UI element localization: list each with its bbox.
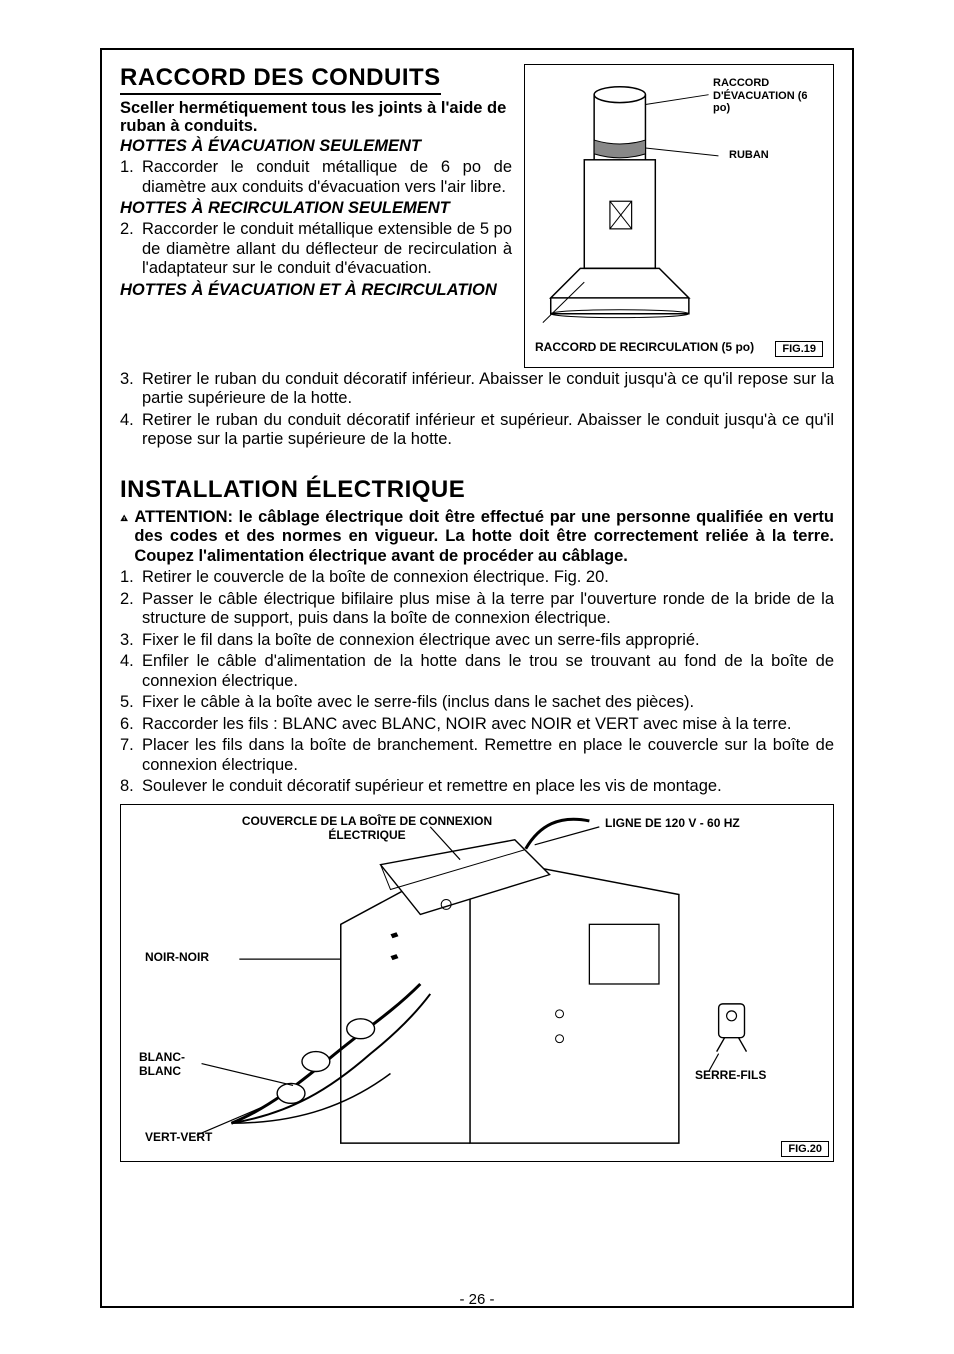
item-number: 2. <box>120 220 142 239</box>
list-item: 3.Fixer le fil dans la boîte de connexio… <box>120 631 834 650</box>
item-number: 4. <box>120 411 142 430</box>
fig19-label-ruban: RUBAN <box>729 149 769 162</box>
list-item: 4.Enfiler le câble d'alimentation de la … <box>120 652 834 691</box>
fig20-label-noir: NOIR-NOIR <box>145 951 209 965</box>
fig19-label-evac: RACCORD D'ÉVACUATION (6 po) <box>713 77 823 115</box>
page-number: - 26 - <box>459 1291 494 1308</box>
item-text: Retirer le ruban du conduit décoratif in… <box>142 411 834 450</box>
list-item: 1.Retirer le couvercle de la boîte de co… <box>120 568 834 587</box>
item-text: Enfiler le câble d'alimentation de la ho… <box>142 652 834 691</box>
list-item: 3. Retirer le ruban du conduit décoratif… <box>120 370 834 409</box>
section1-sub-b: HOTTES À RECIRCULATION SEULEMENT <box>120 199 512 218</box>
fig20-label-clamp: SERRE-FILS <box>695 1069 766 1083</box>
item-text: Raccorder les fils : BLANC avec BLANC, N… <box>142 715 792 734</box>
fig19-label-recirc: RACCORD DE RECIRCULATION (5 po) <box>535 340 754 355</box>
section2-list: 1.Retirer le couvercle de la boîte de co… <box>120 568 834 796</box>
item-number: 1. <box>120 568 142 587</box>
list-item: 2. Raccorder le conduit métallique exten… <box>120 220 512 278</box>
fig20-label-blanc: BLANC-BLANC <box>139 1051 209 1079</box>
item-number: 7. <box>120 736 142 755</box>
item-text: Soulever le conduit décoratif supérieur … <box>142 777 722 796</box>
section1-sub-c: HOTTES À ÉVACUATION ET À RECIRCULATION <box>120 281 512 300</box>
list-item: 2.Passer le câble électrique bifilaire p… <box>120 590 834 629</box>
list-item: 8.Soulever le conduit décoratif supérieu… <box>120 777 834 796</box>
item-text: Retirer le couvercle de la boîte de conn… <box>142 568 609 587</box>
fig19-caption: FIG.19 <box>775 341 823 357</box>
section1-sub-a: HOTTES À ÉVACUATION SEULEMENT <box>120 137 512 156</box>
item-text: Retirer le ruban du conduit décoratif in… <box>142 370 834 409</box>
list-item: 5.Fixer le câble à la boîte avec le serr… <box>120 693 834 712</box>
figure-20: COUVERCLE DE LA BOÎTE DE CONNEXION ÉLECT… <box>120 804 834 1162</box>
list-item: 4. Retirer le ruban du conduit décoratif… <box>120 411 834 450</box>
item-text: Raccorder le conduit métallique de 6 po … <box>142 158 512 197</box>
fig20-diagram <box>121 805 833 1161</box>
item-number: 1. <box>120 158 142 177</box>
item-text: Passer le câble électrique bifilaire plu… <box>142 590 834 629</box>
item-text: Placer les fils dans la boîte de branche… <box>142 736 834 775</box>
item-text: Fixer le câble à la boîte avec le serre-… <box>142 693 694 712</box>
figure-19: RACCORD D'ÉVACUATION (6 po) RUBAN RACCOR… <box>524 64 834 368</box>
fig20-label-vert: VERT-VERT <box>145 1131 212 1145</box>
warning-icon: ! <box>120 508 128 528</box>
item-text: Raccorder le conduit métallique extensib… <box>142 220 512 278</box>
fig20-label-cover: COUVERCLE DE LA BOÎTE DE CONNEXION ÉLECT… <box>217 815 517 843</box>
section2-warning: ATTENTION: le câblage électrique doit êt… <box>134 508 834 566</box>
item-text: Fixer le fil dans la boîte de connexion … <box>142 631 700 650</box>
item-number: 5. <box>120 693 142 712</box>
fig20-caption: FIG.20 <box>781 1141 829 1157</box>
section1-title: RACCORD DES CONDUITS <box>120 64 441 95</box>
item-number: 3. <box>120 370 142 389</box>
section2-title: INSTALLATION ÉLECTRIQUE <box>120 476 834 504</box>
list-item: 1. Raccorder le conduit métallique de 6 … <box>120 158 512 197</box>
item-number: 4. <box>120 652 142 671</box>
list-item: 7.Placer les fils dans la boîte de branc… <box>120 736 834 775</box>
list-item: 6.Raccorder les fils : BLANC avec BLANC,… <box>120 715 834 734</box>
fig20-label-line: LIGNE DE 120 V - 60 HZ <box>605 817 740 831</box>
item-number: 2. <box>120 590 142 609</box>
section1-lead: Sceller hermétiquement tous les joints à… <box>120 99 512 135</box>
item-number: 8. <box>120 777 142 796</box>
item-number: 6. <box>120 715 142 734</box>
item-number: 3. <box>120 631 142 650</box>
